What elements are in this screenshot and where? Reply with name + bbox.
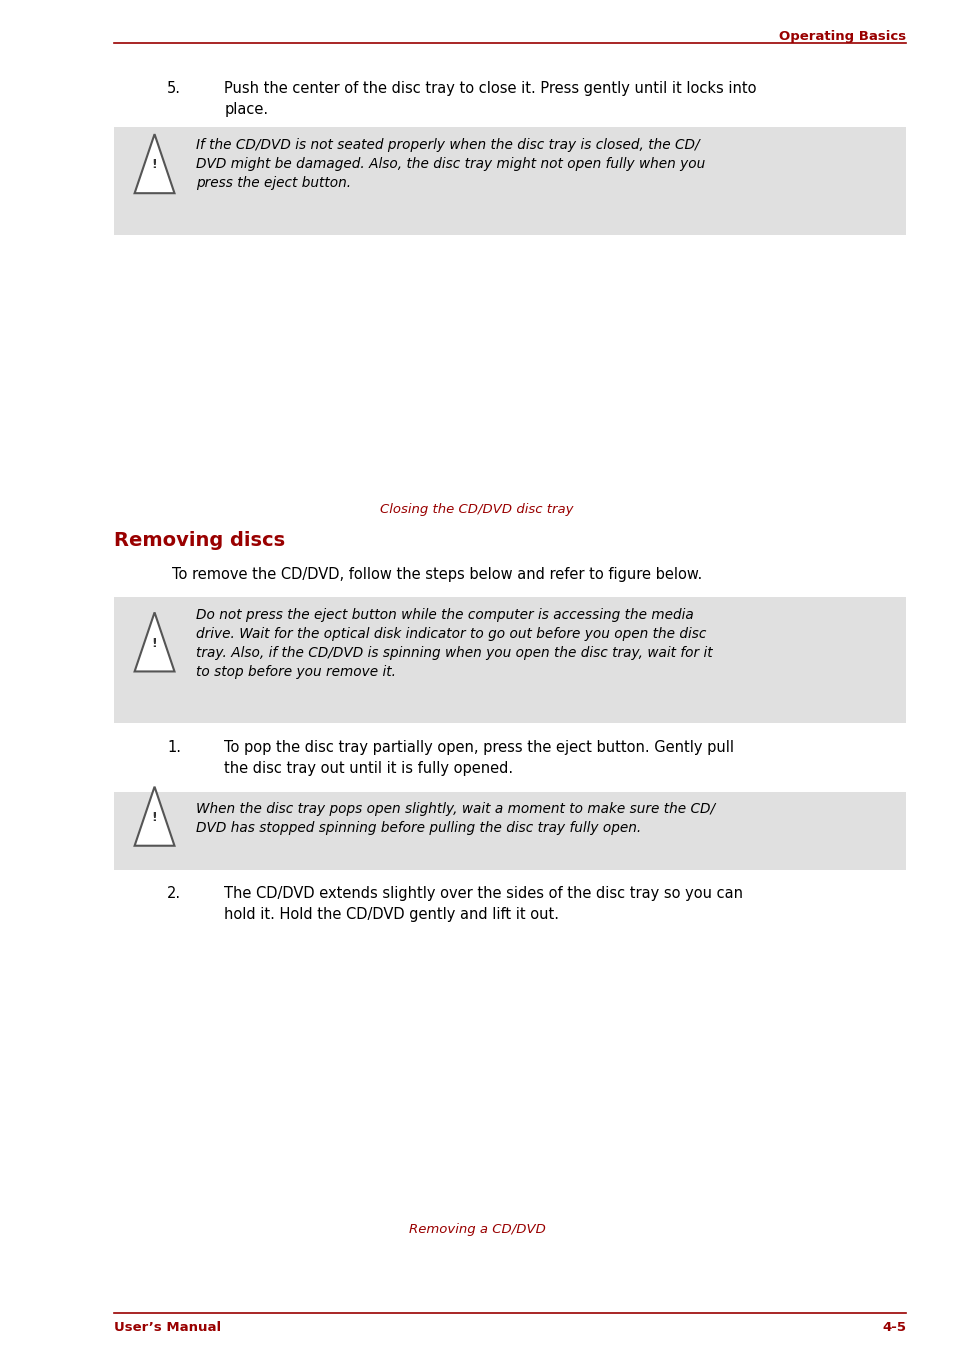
Text: Closing the CD/DVD disc tray: Closing the CD/DVD disc tray — [380, 503, 573, 516]
Text: User’s Manual: User’s Manual — [114, 1321, 221, 1335]
Text: When the disc tray pops open slightly, wait a moment to make sure the CD/
DVD ha: When the disc tray pops open slightly, w… — [195, 802, 714, 835]
FancyBboxPatch shape — [114, 792, 905, 870]
Text: 1.: 1. — [167, 740, 181, 755]
Text: Push the center of the disc tray to close it. Press gently until it locks into
p: Push the center of the disc tray to clos… — [224, 81, 756, 118]
Text: 4-5: 4-5 — [882, 1321, 905, 1335]
Text: To remove the CD/DVD, follow the steps below and refer to figure below.: To remove the CD/DVD, follow the steps b… — [172, 567, 701, 582]
Text: Do not press the eject button while the computer is accessing the media
drive. W: Do not press the eject button while the … — [195, 608, 712, 678]
Text: If the CD/DVD is not seated properly when the disc tray is closed, the CD/
DVD m: If the CD/DVD is not seated properly whe… — [195, 138, 704, 189]
Text: Removing a CD/DVD: Removing a CD/DVD — [408, 1223, 545, 1236]
Polygon shape — [134, 786, 174, 846]
Polygon shape — [134, 134, 174, 193]
Text: Removing discs: Removing discs — [114, 531, 285, 550]
Text: To pop the disc tray partially open, press the eject button. Gently pull
the dis: To pop the disc tray partially open, pre… — [224, 740, 734, 777]
Text: !: ! — [152, 636, 157, 650]
Text: !: ! — [152, 158, 157, 172]
Text: 2.: 2. — [167, 886, 181, 901]
FancyBboxPatch shape — [114, 597, 905, 723]
Text: Operating Basics: Operating Basics — [779, 30, 905, 43]
Text: The CD/DVD extends slightly over the sides of the disc tray so you can
hold it. : The CD/DVD extends slightly over the sid… — [224, 886, 742, 923]
Text: !: ! — [152, 811, 157, 824]
FancyBboxPatch shape — [114, 127, 905, 235]
Text: 5.: 5. — [167, 81, 181, 96]
Polygon shape — [134, 612, 174, 671]
